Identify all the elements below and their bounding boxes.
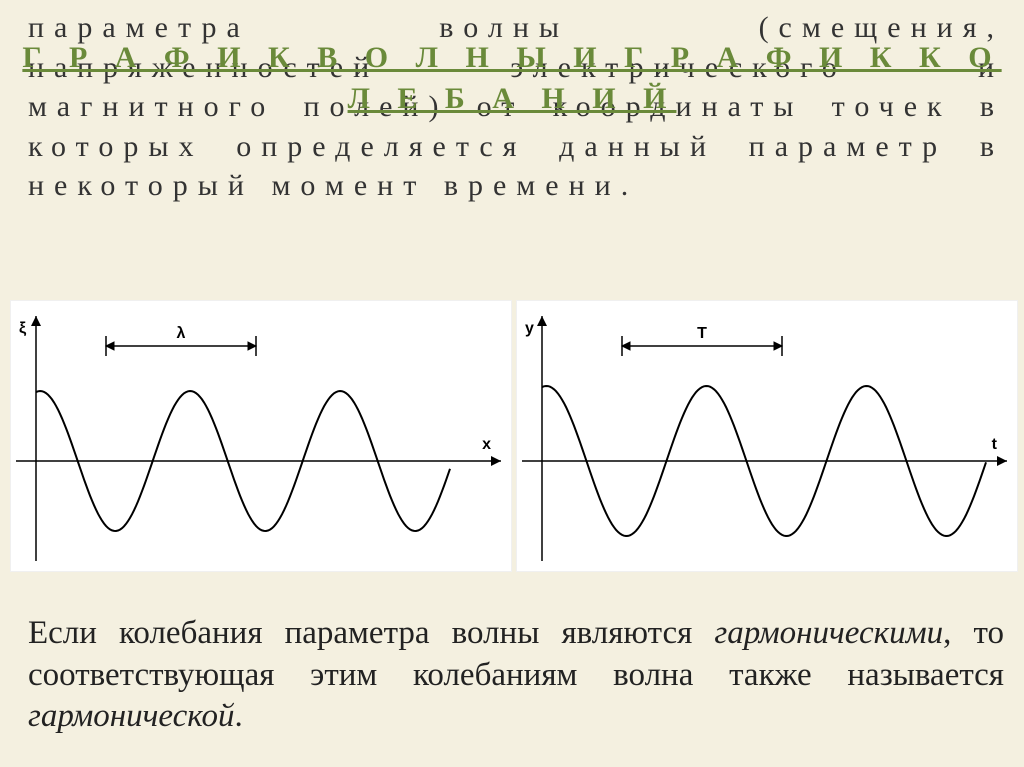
figure-wave-temporal: Tу t [516, 300, 1018, 572]
figure-wave-spatial: λ ξ x [10, 300, 512, 572]
svg-text:ξ: ξ [19, 320, 27, 337]
bottom-text-1: Если колебания параметра волны являются [28, 615, 714, 651]
svg-text:у: у [525, 320, 534, 337]
page-title: Г Р А Ф И К В О Л Н Ы И Г Р А Ф И К К О … [0, 38, 1024, 119]
bottom-italic-1: гармоническими [714, 615, 943, 651]
bottom-italic-2: гармонической [28, 698, 234, 734]
svg-text:λ: λ [177, 325, 186, 342]
svg-text:T: T [697, 325, 707, 342]
svg-text:x: x [482, 436, 491, 453]
figure-row: λ ξ x Tу t [10, 300, 1014, 572]
bottom-text-3: . [234, 698, 242, 734]
svg-text:t: t [992, 436, 998, 453]
bottom-paragraph: Если колебания параметра волны являются … [28, 613, 1004, 737]
